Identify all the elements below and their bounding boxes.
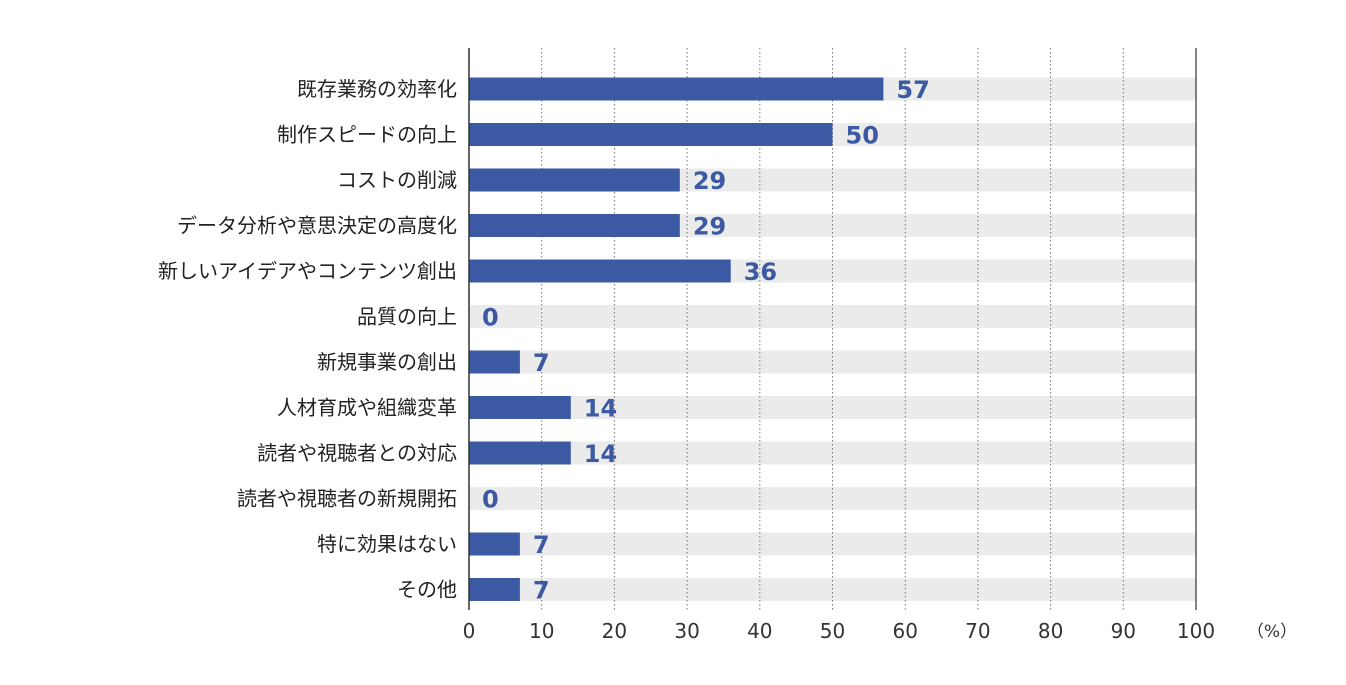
data-value-label: 14 (584, 395, 617, 423)
bar (469, 350, 520, 374)
category-label: 読者や視聴者の新規開拓 (237, 487, 457, 511)
data-value-label: 7 (533, 349, 550, 377)
data-value-label: 0 (482, 486, 499, 514)
x-tick-label: 0 (463, 619, 476, 643)
category-label: コストの削減 (337, 168, 457, 192)
x-tick-label: 80 (1038, 619, 1063, 643)
category-label: データ分析や意思決定の高度化 (177, 214, 457, 238)
bar (469, 168, 680, 192)
category-label: 新規事業の創出 (317, 350, 457, 374)
category-label: 新しいアイデアやコンテンツ創出 (158, 259, 457, 283)
data-value-label: 29 (693, 213, 726, 241)
category-label: 人材育成や組織変革 (277, 396, 457, 420)
data-value-label: 57 (896, 76, 929, 104)
data-value-label: 50 (846, 122, 879, 150)
data-value-label: 0 (482, 304, 499, 332)
data-value-label: 29 (693, 167, 726, 195)
x-tick-label: 40 (747, 619, 772, 643)
x-tick-label: 10 (529, 619, 554, 643)
bar (469, 77, 884, 101)
bar (469, 123, 833, 146)
category-label: 特に効果はない (317, 532, 457, 556)
bar (469, 396, 571, 419)
bar (469, 214, 680, 237)
x-tick-label: 100 (1177, 619, 1215, 643)
bar-track (469, 396, 1196, 419)
value-labels: 57 50 29 29 36 0 7 14 14 0 7 7 (482, 76, 930, 605)
bar-track (469, 350, 1196, 374)
category-label: 既存業務の効率化 (297, 77, 457, 101)
data-value-label: 36 (744, 258, 777, 286)
bar (469, 532, 520, 556)
gridlines (541, 48, 1197, 610)
category-label: 読者や視聴者との対応 (257, 441, 457, 465)
data-value-label: 14 (584, 440, 617, 468)
bar (469, 578, 520, 601)
x-axis-tick-labels: 0 10 20 30 40 50 60 70 80 90 100 (463, 619, 1215, 643)
x-tick-label: 70 (965, 619, 990, 643)
category-label: その他 (397, 578, 457, 602)
category-labels: 既存業務の効率化制作スピードの向上コストの削減データ分析や意思決定の高度化新しい… (158, 77, 457, 602)
x-tick-label: 20 (602, 619, 627, 643)
x-axis-unit-label: （%） (1247, 622, 1297, 642)
x-tick-label: 90 (1111, 619, 1136, 643)
x-tick-label: 30 (674, 619, 699, 643)
x-tick-label: 50 (820, 619, 845, 643)
bars (469, 77, 884, 601)
data-value-label: 7 (533, 577, 550, 605)
x-tick-label: 60 (892, 619, 917, 643)
category-label: 制作スピードの向上 (277, 123, 457, 147)
category-label: 品質の向上 (357, 305, 457, 329)
data-value-label: 7 (533, 531, 550, 559)
bar (469, 441, 571, 465)
bar (469, 259, 731, 283)
bar-track (469, 487, 1196, 510)
